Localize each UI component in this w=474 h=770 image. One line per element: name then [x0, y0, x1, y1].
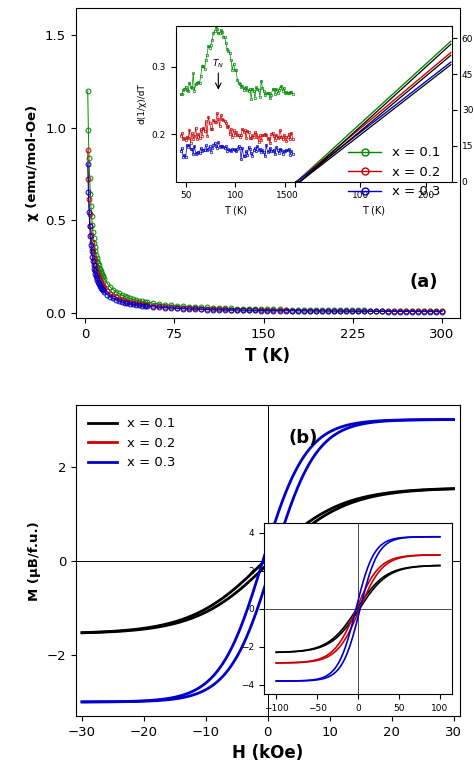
Legend: x = 0.1, x = 0.2, x = 0.3: x = 0.1, x = 0.2, x = 0.3 [343, 141, 446, 204]
X-axis label: H (kOe): H (kOe) [232, 745, 303, 762]
Y-axis label: χ (emu/mol-Oe): χ (emu/mol-Oe) [27, 105, 39, 221]
Text: (b): (b) [289, 429, 319, 447]
Y-axis label: M (μB/f.u.): M (μB/f.u.) [28, 521, 41, 601]
Legend: x = 0.1, x = 0.2, x = 0.3: x = 0.1, x = 0.2, x = 0.3 [82, 412, 181, 475]
X-axis label: T (K): T (K) [246, 346, 290, 365]
Text: (a): (a) [410, 273, 438, 291]
